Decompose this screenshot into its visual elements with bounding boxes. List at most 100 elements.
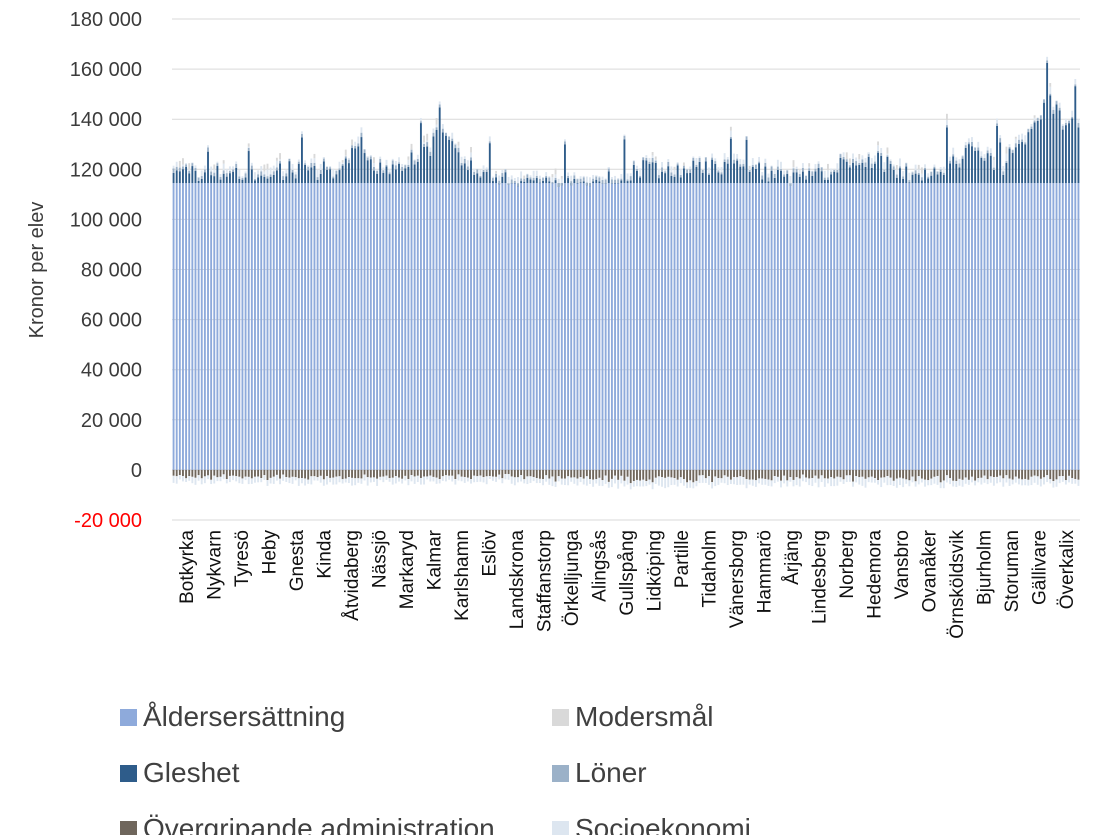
bar-segment-overgripande-administration	[207, 469, 209, 476]
bar-segment-loner	[939, 169, 942, 172]
bar-segment-aldersersattning	[419, 183, 422, 470]
bar-segment-gleshet	[701, 172, 704, 184]
x-tick-label: Kalmar	[424, 529, 445, 590]
bar-segment-overgripande-administration	[335, 469, 338, 477]
bar-segment-socioekonomi	[958, 159, 961, 164]
bar-segment-loner	[379, 158, 382, 163]
bar-segment-loner	[654, 160, 657, 163]
bar-segment-loner	[801, 167, 804, 172]
bar-segment-overgripande-administration	[689, 469, 692, 481]
bar-segment-overgripande-administration	[191, 469, 194, 477]
bar-segment-socioekonomi	[360, 478, 363, 484]
bar-segment-loner	[989, 152, 992, 156]
bar-segment-aldersersattning	[526, 183, 529, 470]
bar-segment-socioekonomi	[304, 478, 307, 486]
bar-segment-gleshet	[354, 148, 357, 184]
bar-segment-socioekonomi	[676, 479, 679, 487]
bar-segment-overgripande-administration	[363, 469, 366, 475]
bar-segment-socioekonomi	[967, 138, 970, 143]
bar-segment-aldersersattning	[827, 183, 829, 470]
x-tick-label: Storuman	[1002, 530, 1023, 612]
bar-segment-loner	[548, 177, 551, 182]
bar-segment-socioekonomi	[867, 477, 870, 483]
bar-segment-aldersersattning	[964, 183, 967, 470]
bar-segment-loner	[708, 173, 710, 175]
bar-segment-gleshet	[488, 143, 491, 184]
bar-segment-socioekonomi	[175, 161, 178, 167]
bar-segment-aldersersattning	[776, 183, 779, 470]
bar-segment-aldersersattning	[532, 183, 535, 470]
bar-segment-overgripande-administration	[917, 469, 920, 477]
bar-segment-overgripande-administration	[610, 469, 613, 479]
bar-segment-socioekonomi	[648, 479, 651, 485]
bar-segment-overgripande-administration	[266, 469, 269, 481]
bar-segment-loner	[880, 153, 883, 156]
bar-segment-aldersersattning	[254, 183, 256, 470]
bar-segment-aldersersattning	[673, 183, 676, 470]
bar-segment-loner	[952, 154, 955, 157]
bar-segment-socioekonomi	[329, 166, 332, 168]
bar-segment-loner	[651, 157, 654, 163]
bar-segment-overgripande-administration	[200, 469, 203, 479]
bar-segment-aldersersattning	[357, 183, 360, 470]
bar-segment-loner	[614, 179, 616, 184]
legend-swatch	[120, 820, 137, 835]
bar-segment-aldersersattning	[855, 183, 858, 470]
bar-segment-socioekonomi	[964, 141, 967, 146]
bar-segment-socioekonomi	[1077, 479, 1080, 486]
bar-segment-loner	[1024, 142, 1027, 145]
bar-segment-overgripande-administration	[285, 469, 288, 477]
bar-segment-loner	[376, 170, 379, 174]
bar-segment-socioekonomi	[805, 477, 807, 483]
bar-segment-gleshet	[398, 163, 400, 184]
bar-segment-socioekonomi	[989, 148, 992, 153]
bar-segment-socioekonomi	[432, 476, 435, 482]
bar-segment-overgripande-administration	[729, 469, 732, 480]
bar-segment-socioekonomi	[610, 478, 613, 488]
bar-segment-overgripande-administration	[1021, 469, 1024, 480]
bar-segment-gleshet	[620, 180, 623, 184]
bar-segment-socioekonomi	[526, 173, 529, 175]
bar-segment-socioekonomi	[535, 170, 538, 176]
bar-segment-overgripande-administration	[704, 469, 707, 479]
bar-segment-modersmal	[886, 147, 889, 154]
bar-segment-socioekonomi	[228, 166, 231, 171]
x-tick-label: Alingsås	[590, 530, 611, 602]
bar-segment-loner	[182, 166, 184, 170]
legend-item: Övergripande administration	[120, 812, 552, 835]
bar-segment-gleshet	[1064, 125, 1067, 184]
legend-label: Åldersersättning	[143, 701, 346, 732]
bar-segment-aldersersattning	[1008, 183, 1011, 470]
bar-segment-socioekonomi	[698, 156, 701, 158]
bar-segment-overgripande-administration	[1068, 469, 1070, 476]
bar-segment-socioekonomi	[598, 477, 601, 486]
bar-segment-overgripande-administration	[895, 469, 898, 479]
bar-segment-socioekonomi	[617, 479, 620, 489]
bar-segment-overgripande-administration	[861, 469, 864, 477]
bar-segment-overgripande-administration	[823, 469, 826, 479]
bar-segment-loner	[382, 170, 385, 173]
bar-segment-aldersersattning	[269, 183, 272, 470]
bar-segment-socioekonomi	[194, 477, 197, 485]
bar-segment-loner	[498, 180, 501, 185]
bar-segment-gleshet	[222, 173, 225, 184]
bar-segment-socioekonomi	[852, 481, 854, 487]
bar-segment-loner	[564, 141, 566, 145]
bar-segment-socioekonomi	[1005, 153, 1008, 162]
bar-segment-socioekonomi	[648, 157, 651, 162]
bar-segment-gleshet	[795, 172, 798, 184]
bar-segment-overgripande-administration	[567, 469, 570, 477]
bar-segment-gleshet	[889, 163, 892, 184]
bar-segment-socioekonomi	[873, 478, 876, 483]
bar-segment-overgripande-administration	[1039, 469, 1042, 479]
bar-segment-socioekonomi	[601, 176, 604, 180]
bar-segment-overgripande-administration	[598, 469, 601, 478]
bar-segment-aldersersattning	[257, 183, 260, 470]
bar-segment-socioekonomi	[382, 476, 385, 483]
bar-segment-socioekonomi	[1055, 479, 1058, 487]
bar-segment-modersmal	[992, 156, 995, 160]
bar-segment-aldersersattning	[670, 183, 673, 470]
bar-segment-socioekonomi	[717, 167, 720, 171]
bar-segment-socioekonomi	[429, 475, 432, 482]
bar-segment-aldersersattning	[560, 183, 563, 470]
